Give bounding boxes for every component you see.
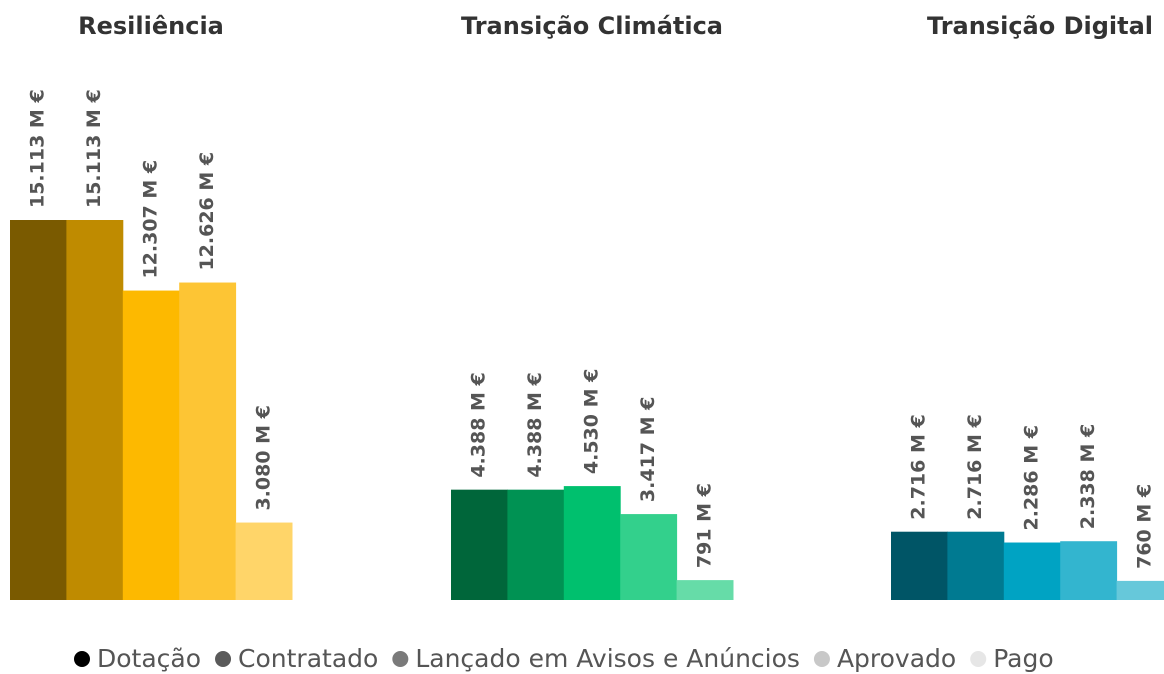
bar [947,531,1005,600]
bar [563,486,621,600]
value-label: 2.716 M € [908,414,930,519]
value-label: 791 M € [693,483,715,568]
legend-dot [813,651,830,667]
legend-dot [970,651,987,667]
bar [891,531,948,600]
value-label: 4.388 M € [468,372,490,477]
value-label: 12.307 M € [140,160,162,279]
bar [235,522,293,600]
group-title: Transição Climática [461,12,723,40]
value-label: 3.417 M € [637,397,659,502]
bar [1060,541,1118,600]
bar [66,220,124,600]
bar [10,220,67,600]
bar [451,489,508,600]
value-label: 2.716 M € [964,414,986,519]
value-label: 4.388 M € [524,372,546,477]
value-label: 2.286 M € [1021,425,1043,530]
legend-label: Aprovado [837,644,956,673]
bar [122,290,180,600]
legend-dot [215,651,232,667]
bar [179,282,237,600]
bar [1116,580,1164,600]
bar [620,514,678,600]
legend-dot [392,651,409,667]
value-label: 2.338 M € [1077,424,1099,529]
bar [676,580,734,600]
value-label: 15.113 M € [83,89,105,208]
bar [1003,542,1061,600]
group-title: Resiliência [78,12,224,40]
value-label: 760 M € [1133,484,1155,569]
legend-label: Dotação [97,644,201,673]
group-title: Transição Digital [927,12,1153,40]
value-label: 4.530 M € [581,369,603,474]
value-label: 3.080 M € [252,405,274,510]
legend-label: Lançado em Avisos e Anúncios [415,644,800,673]
value-label: 12.626 M € [196,152,218,271]
legend-dot [74,651,90,667]
legend-label: Contratado [238,644,378,673]
bar [507,489,565,600]
value-label: 15.113 M € [27,89,49,208]
legend-label: Pago [993,644,1053,673]
